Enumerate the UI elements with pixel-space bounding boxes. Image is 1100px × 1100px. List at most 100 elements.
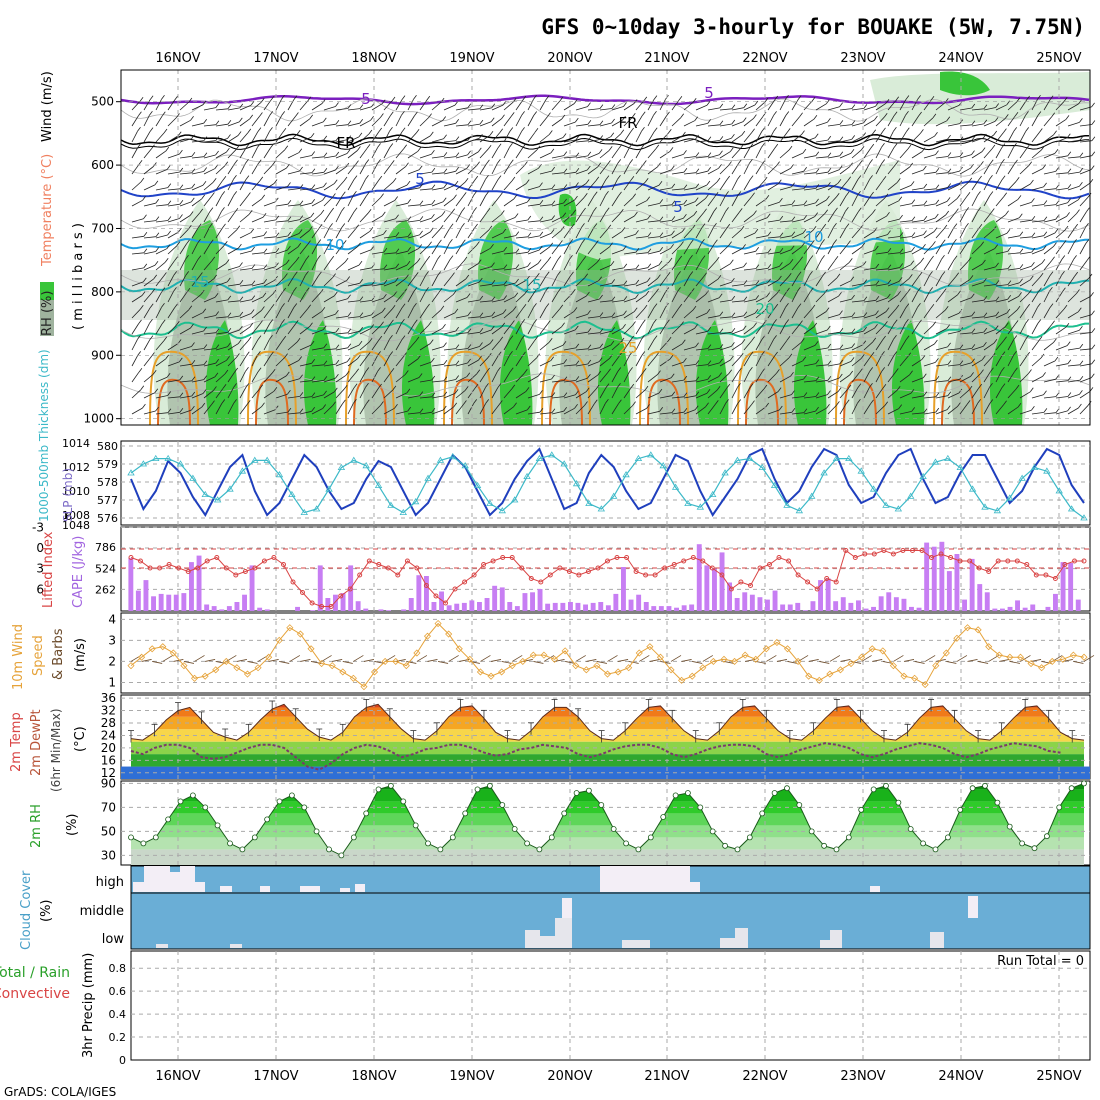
cape-bar [749,594,755,611]
wind-barb [563,199,575,207]
wind-barb-flag [629,351,633,356]
thickness-point [597,505,606,512]
wind-barb-flag [779,215,784,221]
wind-barb-flag [333,387,338,393]
wind-barb [719,346,732,351]
wind-barb [263,131,270,143]
rh-point [387,782,394,789]
wind-barb-flag [539,390,543,395]
wind-barb-flag [1063,304,1068,310]
wind-barb-flag [309,114,314,120]
wind-barb [251,324,260,335]
wind-barb [1055,155,1068,159]
wind-barb-flag [557,287,562,292]
wind-barb [203,376,216,383]
wind-barb [347,300,360,303]
wind-barb-flag [895,160,899,165]
wind-barb-flag [137,127,141,132]
wind-barb-flag [227,119,232,125]
wind-barb [731,134,743,143]
wind-barb-flag [498,400,503,405]
thickness-point [671,483,680,490]
temp-contour-hot [549,378,583,426]
wind-barb [911,187,924,191]
wind-speed-point [339,668,347,676]
wind-barb-flag [587,151,592,157]
wind-barb-flag [599,120,604,125]
wind-barb-flag [539,216,544,222]
lifted-index-point [967,558,973,564]
wind-barb-flag [575,168,580,173]
thickness-point [931,458,940,465]
wind-barb [1067,103,1079,111]
wind-barb-flag [593,207,597,212]
wind-barb [995,232,1008,239]
wind-barb-flag [191,183,196,189]
wind-barb-flag [383,247,388,253]
wind-barb-flag [239,296,244,302]
date-label-bottom: 23NOV [840,1069,885,1084]
wind-barb [563,407,575,415]
lifted-index-point [805,579,811,585]
credit: GrADS: COLA/IGES [4,1085,116,1099]
wind-barb-flag [330,255,335,261]
date-label-bottom: 21NOV [644,1069,689,1084]
wind-barb-flag [755,264,760,269]
wind-barb [911,412,924,415]
wind-barb [383,115,391,127]
wind-barb-flag [407,199,412,204]
wind-barb-flag [886,211,890,217]
wind-barb [935,395,948,399]
wind-barb [203,278,214,287]
wind-barb-flag [377,143,381,148]
wind-barb-flag [429,227,434,233]
wind-barb [287,188,300,191]
wind-barb [239,326,251,335]
cloud-cover-panel: high middle low Cloud Cover (%) [19,865,1091,950]
wind-speed-point [127,662,135,670]
date-label-bottom: 22NOV [742,1069,787,1084]
wind-barb [575,348,588,351]
wind-barb-flag [239,311,244,317]
wind-barb [575,169,588,175]
wind-barb [743,299,756,303]
wind-barb [131,147,139,159]
wind-barb-flag [641,127,645,132]
wind-barb-flag [221,399,226,404]
lifted-index-point [881,548,887,553]
wind-barb [155,307,162,319]
wind-barb [179,101,190,111]
lifted-index-point [738,579,744,585]
wind-speed-point [540,651,548,659]
lifted-index-point [223,565,229,571]
wind-barb-flag [395,214,399,220]
wind-barb-flag [431,375,436,381]
rh-point [375,786,382,793]
cape-bar [924,542,930,611]
wind-barb [515,165,525,175]
lifted-index-point [633,569,639,574]
wind10-unit: (m/s) [73,638,88,672]
wind-barb [707,315,720,319]
wind-barb [1067,293,1077,303]
wind-barb-flag [1091,102,1095,108]
wind-barb [779,394,792,399]
wind-barb [539,152,552,159]
wind-barb-flag [731,312,736,318]
tick-label: 1008 [62,509,90,522]
wind-barb [467,227,475,239]
wind-barb [191,364,204,367]
wind-barb [911,115,919,127]
wind-barb-flag [607,368,611,373]
wind-barb-flag [1014,367,1018,373]
wind-barb [1007,309,1018,319]
wind-barb [539,260,549,271]
wind-barb-flag [774,95,779,101]
wind-barb-flag [1043,231,1048,236]
wind-barb [959,227,966,239]
wind-barb [971,403,978,415]
wind-barb-flag [454,308,459,314]
wind-barb-flag [667,129,672,134]
wind-barb [551,396,564,399]
